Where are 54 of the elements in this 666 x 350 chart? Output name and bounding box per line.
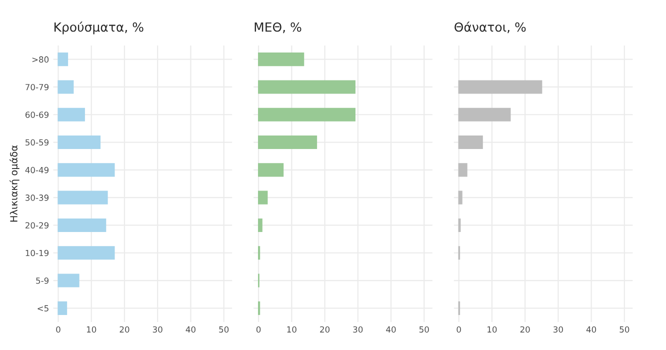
y-tick-label: <5 xyxy=(38,305,48,312)
x-tick-label: 0 xyxy=(456,326,461,333)
x-tick-label: 40 xyxy=(586,326,596,333)
bar xyxy=(258,136,318,150)
x-tick-label: 0 xyxy=(256,326,261,333)
y-tick-label: 10-19 xyxy=(26,250,49,256)
bar xyxy=(258,52,304,66)
bar xyxy=(58,246,115,260)
bar xyxy=(258,190,268,204)
x-tick-label: 0 xyxy=(56,326,60,333)
y-tick-label: 60-69 xyxy=(25,112,49,118)
y-tick-label: 50-59 xyxy=(26,139,49,146)
chart-title: Θάνατοι, % xyxy=(454,22,526,34)
x-tick-label: 20 xyxy=(120,326,130,333)
bar xyxy=(58,163,115,177)
x-tick-label: 50 xyxy=(219,326,229,333)
bar xyxy=(458,136,483,150)
bar xyxy=(58,218,106,232)
x-tick-label: 10 xyxy=(86,326,96,333)
y-tick-label: 5-9 xyxy=(36,278,49,284)
bar xyxy=(58,80,74,94)
bar xyxy=(258,108,356,122)
bar xyxy=(58,190,108,204)
x-tick-label: 50 xyxy=(419,326,429,333)
x-tick-label: 50 xyxy=(620,326,630,333)
x-tick-label: 10 xyxy=(287,326,296,333)
chart-title: Κρούσματα, % xyxy=(54,22,144,34)
y-tick-label: 70-79 xyxy=(26,84,49,90)
x-tick-label: 10 xyxy=(488,326,497,333)
x-tick-label: 20 xyxy=(320,326,330,333)
y-tick-label: >80 xyxy=(32,56,49,63)
y-tick-label: 20-29 xyxy=(26,222,49,229)
y-tick-label: 40-49 xyxy=(25,166,49,174)
bar xyxy=(458,108,511,122)
bar xyxy=(458,190,462,204)
x-tick-label: 40 xyxy=(386,326,396,333)
bar xyxy=(258,218,262,232)
bar xyxy=(258,163,284,177)
bar xyxy=(58,136,101,150)
bar xyxy=(58,108,85,122)
bar xyxy=(58,52,68,66)
y-tick-label: 30-39 xyxy=(26,194,49,201)
bar xyxy=(458,80,542,94)
x-tick-label: 30 xyxy=(152,326,162,333)
x-tick-label: 20 xyxy=(520,326,530,333)
bar xyxy=(58,301,68,315)
bar xyxy=(458,163,468,177)
chart-title: ΜΕΘ, % xyxy=(254,22,302,34)
x-tick-label: 40 xyxy=(186,326,196,333)
bar xyxy=(258,80,356,94)
x-tick-label: 30 xyxy=(554,326,563,333)
y-axis-title: Ηλικιακή ομάδα xyxy=(10,145,20,222)
bar xyxy=(58,274,80,288)
x-tick-label: 30 xyxy=(353,326,363,333)
